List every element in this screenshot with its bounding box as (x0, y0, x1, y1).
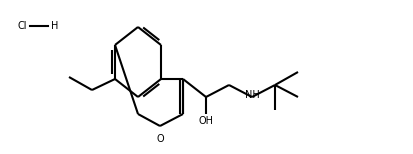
Text: Cl: Cl (17, 21, 27, 31)
Text: OH: OH (199, 116, 214, 126)
Text: H: H (51, 21, 59, 31)
Text: NH: NH (244, 90, 259, 100)
Text: O: O (156, 134, 164, 144)
